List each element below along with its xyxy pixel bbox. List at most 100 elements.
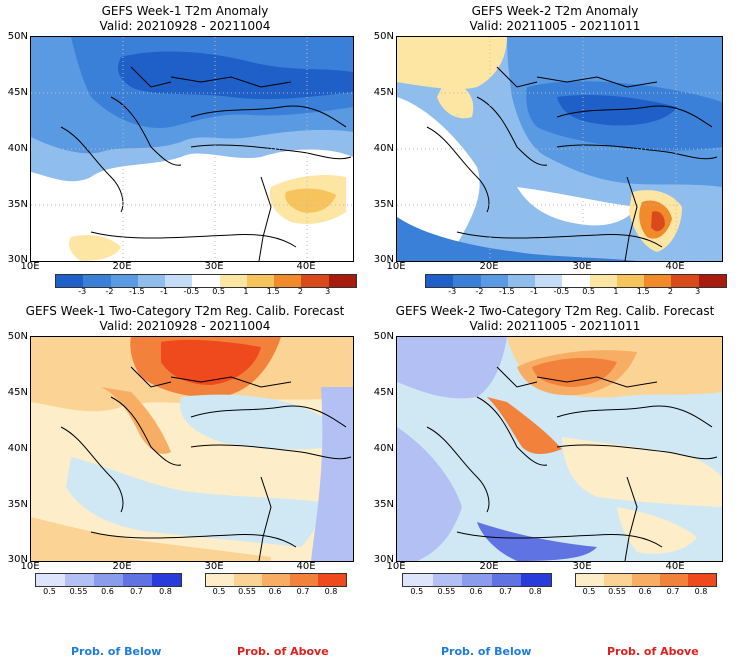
lat-label: 40N — [7, 143, 28, 154]
colorbar-tick-label: 0.6 — [101, 587, 114, 596]
lon-label: 20E — [112, 561, 132, 572]
lat-label: 45N — [373, 87, 394, 98]
colorbar-swatch — [290, 574, 318, 586]
colorbar-tick-label: 0.7 — [666, 587, 680, 596]
lon-label: 20E — [479, 261, 499, 272]
lon-label: 30E — [204, 561, 224, 572]
colorbar-swatch — [36, 574, 65, 586]
colorbar-tick-label: 2 — [667, 287, 673, 296]
colorbar-swatch — [426, 275, 454, 287]
lat-label: 30N — [7, 254, 28, 265]
colorbar-tick-label: -1.5 — [499, 287, 515, 296]
colorbar-swatch — [562, 275, 590, 287]
prob-above-colorbar — [205, 573, 347, 587]
lat-label: 40N — [7, 443, 28, 454]
colorbar-swatch — [262, 574, 290, 586]
lon-label: 30E — [572, 561, 592, 572]
anomaly-colorbar — [55, 274, 357, 288]
colorbar-tick-label: 0.6 — [638, 587, 652, 596]
colorbar-tick-label: -1 — [530, 287, 539, 296]
colorbar-swatch — [301, 275, 329, 287]
colorbar-tick-label: 0.8 — [324, 587, 338, 596]
map-week1-anomaly — [30, 36, 354, 262]
colorbar-swatch — [219, 275, 247, 287]
lat-label: 50N — [373, 331, 394, 342]
prob-above-label: Prob. of Above — [237, 645, 329, 658]
colorbar-tick-label: -2 — [105, 287, 114, 296]
colorbar-swatch — [644, 275, 672, 287]
colorbar-swatch — [535, 275, 563, 287]
colorbar-swatch — [462, 574, 492, 586]
colorbar-swatch — [660, 574, 688, 586]
colorbar-tick-label: 0.8 — [528, 587, 542, 596]
colorbar-swatch — [521, 574, 551, 586]
lon-label: 10E — [386, 261, 406, 272]
map-week1-prob — [30, 336, 354, 562]
colorbar-swatch — [318, 574, 346, 586]
panel-title: GEFS Week-2 T2m Anomaly — [471, 4, 639, 18]
lon-label: 40E — [296, 561, 316, 572]
colorbar-tick-label: 0.55 — [437, 587, 456, 596]
colorbar-tick-label: 3 — [695, 287, 701, 296]
colorbar-tick-label: 0.5 — [43, 587, 56, 596]
lat-label: 40N — [373, 443, 394, 454]
lon-label: 20E — [112, 261, 132, 272]
panel-valid-dates: Valid: 20210928 - 20211004 — [99, 319, 271, 333]
prob-above-colorbar — [575, 573, 717, 587]
lat-label: 50N — [7, 331, 28, 342]
lon-label: 40E — [665, 261, 685, 272]
anomaly-colorbar — [425, 274, 727, 288]
colorbar-swatch — [453, 275, 481, 287]
colorbar-swatch — [83, 275, 111, 287]
colorbar-swatch — [480, 275, 508, 287]
colorbar-tick-label: 0.5 — [582, 587, 596, 596]
lat-label: 45N — [7, 87, 28, 98]
prob-below-label: Prob. of Below — [441, 645, 532, 658]
colorbar-swatch — [403, 574, 433, 586]
colorbar-swatch — [671, 275, 699, 287]
colorbar-tick-label: 0.5 — [582, 287, 595, 296]
panel-valid-dates: Valid: 20211005 - 20211011 — [469, 319, 641, 333]
colorbar-swatch — [491, 574, 522, 586]
colorbar-swatch — [432, 574, 463, 586]
colorbar-tick-label: 0.5 — [212, 287, 225, 296]
colorbar-swatch — [94, 574, 123, 586]
lon-label: 40E — [296, 261, 316, 272]
lat-label: 30N — [373, 554, 394, 565]
panel-valid-dates: Valid: 20211005 - 20211011 — [469, 19, 641, 33]
colorbar-swatch — [152, 574, 181, 586]
colorbar-swatch — [589, 275, 617, 287]
prob-above-label: Prob. of Above — [607, 645, 699, 658]
colorbar-tick-label: 0.7 — [499, 587, 512, 596]
lat-label: 35N — [373, 499, 394, 510]
lat-label: 50N — [7, 31, 28, 42]
colorbar-tick-label: -1 — [160, 287, 169, 296]
colorbar-swatch — [110, 275, 138, 287]
lat-label: 35N — [373, 199, 394, 210]
colorbar-swatch — [274, 275, 302, 287]
lon-label: 40E — [665, 561, 685, 572]
colorbar-swatch — [507, 275, 536, 287]
lat-label: 45N — [7, 387, 28, 398]
colorbar-tick-label: 3 — [325, 287, 331, 296]
lat-label: 35N — [7, 199, 28, 210]
colorbar-swatch — [234, 574, 262, 586]
colorbar-swatch — [56, 275, 84, 287]
colorbar-tick-label: 0.7 — [296, 587, 310, 596]
colorbar-swatch — [604, 574, 632, 586]
panel-week2-anomaly: GEFS Week-2 T2m Anomaly Valid: 20211005 … — [370, 0, 740, 300]
lat-label: 35N — [7, 499, 28, 510]
colorbar-tick-label: 0.5 — [212, 587, 226, 596]
colorbar-swatch — [192, 275, 220, 287]
colorbar-tick-label: -3 — [448, 287, 457, 296]
panel-title: GEFS Week-1 T2m Anomaly — [101, 4, 269, 18]
colorbar-swatch — [698, 275, 726, 287]
colorbar-tick-label: 0.7 — [130, 587, 143, 596]
colorbar-swatch — [165, 275, 193, 287]
panel-week1-anomaly: GEFS Week-1 T2m Anomaly Valid: 20210928 … — [0, 0, 370, 300]
colorbar-tick-label: 0.6 — [268, 587, 282, 596]
lon-label: 30E — [204, 261, 224, 272]
colorbar-swatch — [688, 574, 716, 586]
colorbar-swatch — [65, 574, 94, 586]
colorbar-tick-label: -0.5 — [553, 287, 570, 296]
